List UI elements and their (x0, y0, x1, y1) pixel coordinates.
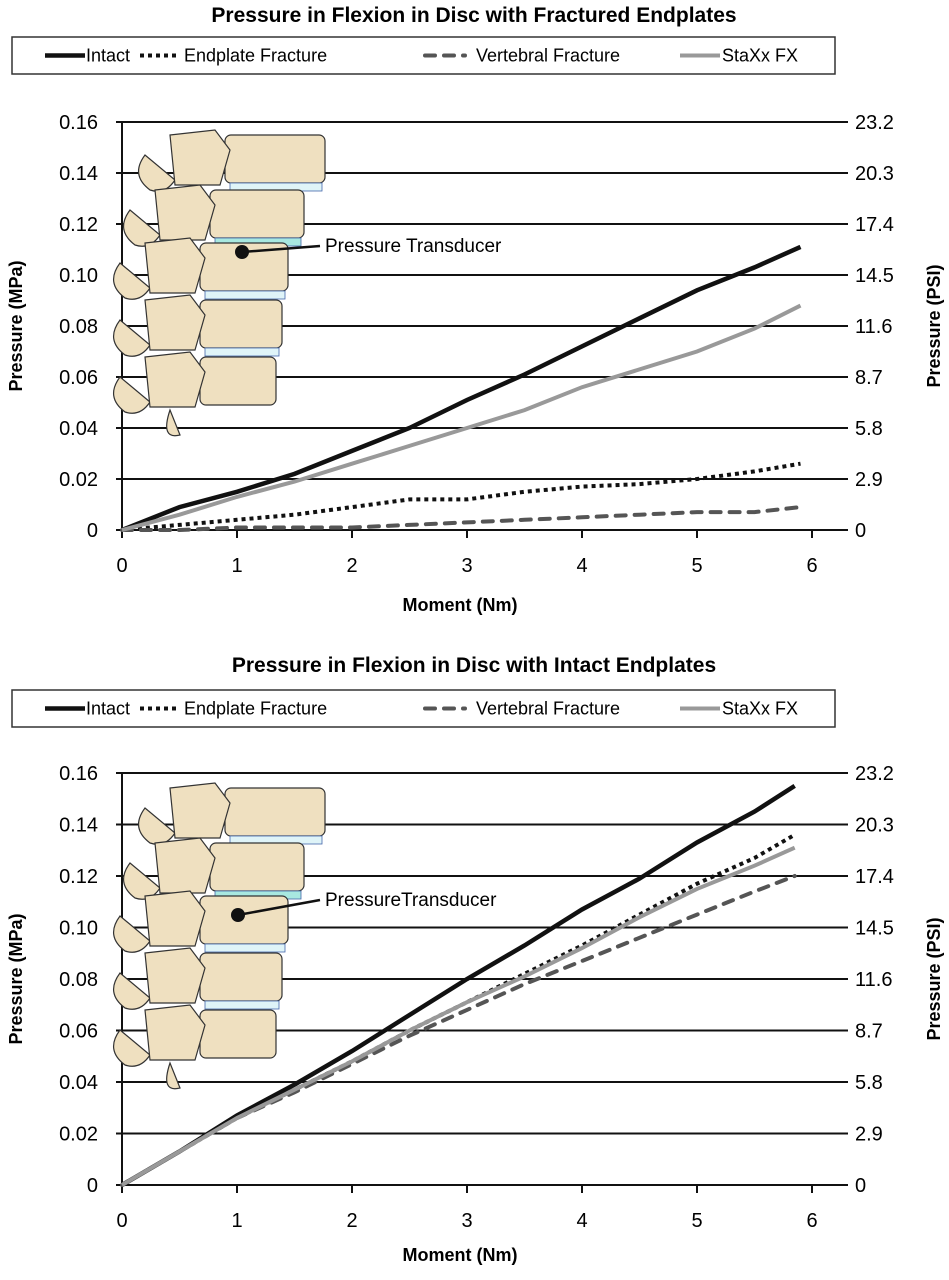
annotation-label: Pressure Transducer (325, 236, 502, 257)
annotation-leader (237, 898, 321, 917)
y-right-tick-label: 8.7 (855, 367, 883, 389)
x-tick-label: 0 (116, 555, 127, 577)
pressure-transducer-marker (235, 245, 249, 259)
series-line-staxx-fx (120, 845, 796, 1187)
series-line-endplate-fracture (121, 461, 801, 532)
legend-label: Vertebral Fracture (476, 46, 620, 66)
y-right-tick-label: 23.2 (855, 112, 894, 134)
y-right-tick-label: 2.9 (855, 1124, 883, 1146)
legend-label: Endplate Fracture (184, 699, 327, 719)
x-tick-label: 5 (691, 1210, 702, 1232)
x-tick-label: 1 (231, 555, 242, 577)
y-right-tick-label: 11.6 (855, 969, 892, 991)
pressure-transducer-marker (231, 908, 245, 922)
annotation-leader (241, 244, 321, 254)
y-axis-label-right: Pressure (PSI) (924, 264, 944, 387)
y-tick-label: 0.02 (59, 1124, 98, 1146)
chart-title: Pressure in Flexion in Disc with Fractur… (211, 4, 736, 27)
y-right-tick-label: 11.6 (855, 316, 892, 338)
x-tick-label: 2 (346, 1210, 357, 1232)
legend-label: Intact (86, 46, 130, 66)
y-tick-label: 0.06 (59, 367, 98, 389)
y-right-tick-label: 20.3 (855, 163, 894, 185)
y-tick-label: 0.10 (59, 265, 98, 287)
y-axis-label: Pressure (MPa) (6, 913, 26, 1044)
legend-label: Endplate Fracture (184, 46, 327, 66)
series-line-intact (120, 784, 796, 1187)
legend-label: StaXx FX (722, 46, 798, 66)
y-tick-label: 0.08 (59, 316, 98, 338)
y-tick-label: 0.02 (59, 469, 98, 491)
y-tick-label: 0 (87, 520, 98, 542)
x-tick-label: 0 (116, 1210, 127, 1232)
legend-label: Intact (86, 699, 130, 719)
x-tick-label: 5 (691, 555, 702, 577)
legend: Intact Endplate Fracture Vertebral Fractur… (11, 689, 836, 728)
chart-title: Pressure in Flexion in Disc with Intact … (232, 654, 716, 677)
y-tick-label: 0.14 (59, 815, 98, 837)
x-tick-label: 4 (576, 1210, 587, 1232)
y-right-tick-label: 0 (855, 520, 866, 542)
y-right-tick-label: 5.8 (855, 418, 883, 440)
y-tick-label: 0 (87, 1175, 98, 1197)
legend-label: StaXx FX (722, 699, 798, 719)
series-line-staxx-fx (121, 303, 802, 532)
x-tick-label: 2 (346, 555, 357, 577)
y-tick-label: 0.12 (59, 866, 98, 888)
annotation-label: PressureTransducer (325, 890, 497, 911)
y-right-tick-label: 14.5 (855, 918, 894, 940)
legend-label: Vertebral Fracture (476, 699, 620, 719)
x-tick-label: 3 (461, 1210, 472, 1232)
spine-illustration (113, 129, 326, 437)
legend: Intact Endplate Fracture Vertebral Fractur… (11, 36, 836, 75)
x-axis-label: Moment (Nm) (403, 1245, 518, 1265)
y-right-tick-label: 20.3 (855, 815, 894, 837)
y-right-tick-label: 5.8 (855, 1072, 883, 1094)
y-tick-label: 0.16 (59, 112, 98, 134)
y-tick-label: 0.12 (59, 214, 98, 236)
y-tick-label: 0.08 (59, 969, 98, 991)
x-tick-label: 3 (461, 555, 472, 577)
y-tick-label: 0.04 (59, 1072, 98, 1094)
x-tick-label: 4 (576, 555, 587, 577)
series-line-endplate-fracture (120, 833, 796, 1187)
x-tick-label: 6 (806, 1210, 817, 1232)
y-axis-label: Pressure (MPa) (6, 260, 26, 391)
y-tick-label: 0.14 (59, 163, 98, 185)
y-right-tick-label: 0 (855, 1175, 866, 1197)
x-axis-label: Moment (Nm) (403, 595, 518, 615)
x-tick-label: 6 (806, 555, 817, 577)
y-right-tick-label: 23.2 (855, 763, 894, 785)
spine-illustration (113, 782, 326, 1090)
chart-0: Pressure in Flexion in Disc with Fractur… (6, 4, 944, 615)
y-axis-label-right: Pressure (PSI) (924, 917, 944, 1040)
y-right-tick-label: 17.4 (855, 214, 894, 236)
y-right-tick-label: 2.9 (855, 469, 883, 491)
y-right-tick-label: 17.4 (855, 866, 894, 888)
x-tick-label: 1 (231, 1210, 242, 1232)
y-tick-label: 0.06 (59, 1021, 98, 1043)
series-line-vertebral-fracture (120, 505, 803, 532)
y-right-tick-label: 8.7 (855, 1021, 883, 1043)
y-right-tick-label: 14.5 (855, 265, 894, 287)
y-tick-label: 0.16 (59, 763, 98, 785)
y-tick-label: 0.04 (59, 418, 98, 440)
y-tick-label: 0.10 (59, 918, 98, 940)
series-line-intact (121, 244, 802, 533)
chart-1: Pressure in Flexion in Disc with Intact … (6, 654, 944, 1265)
